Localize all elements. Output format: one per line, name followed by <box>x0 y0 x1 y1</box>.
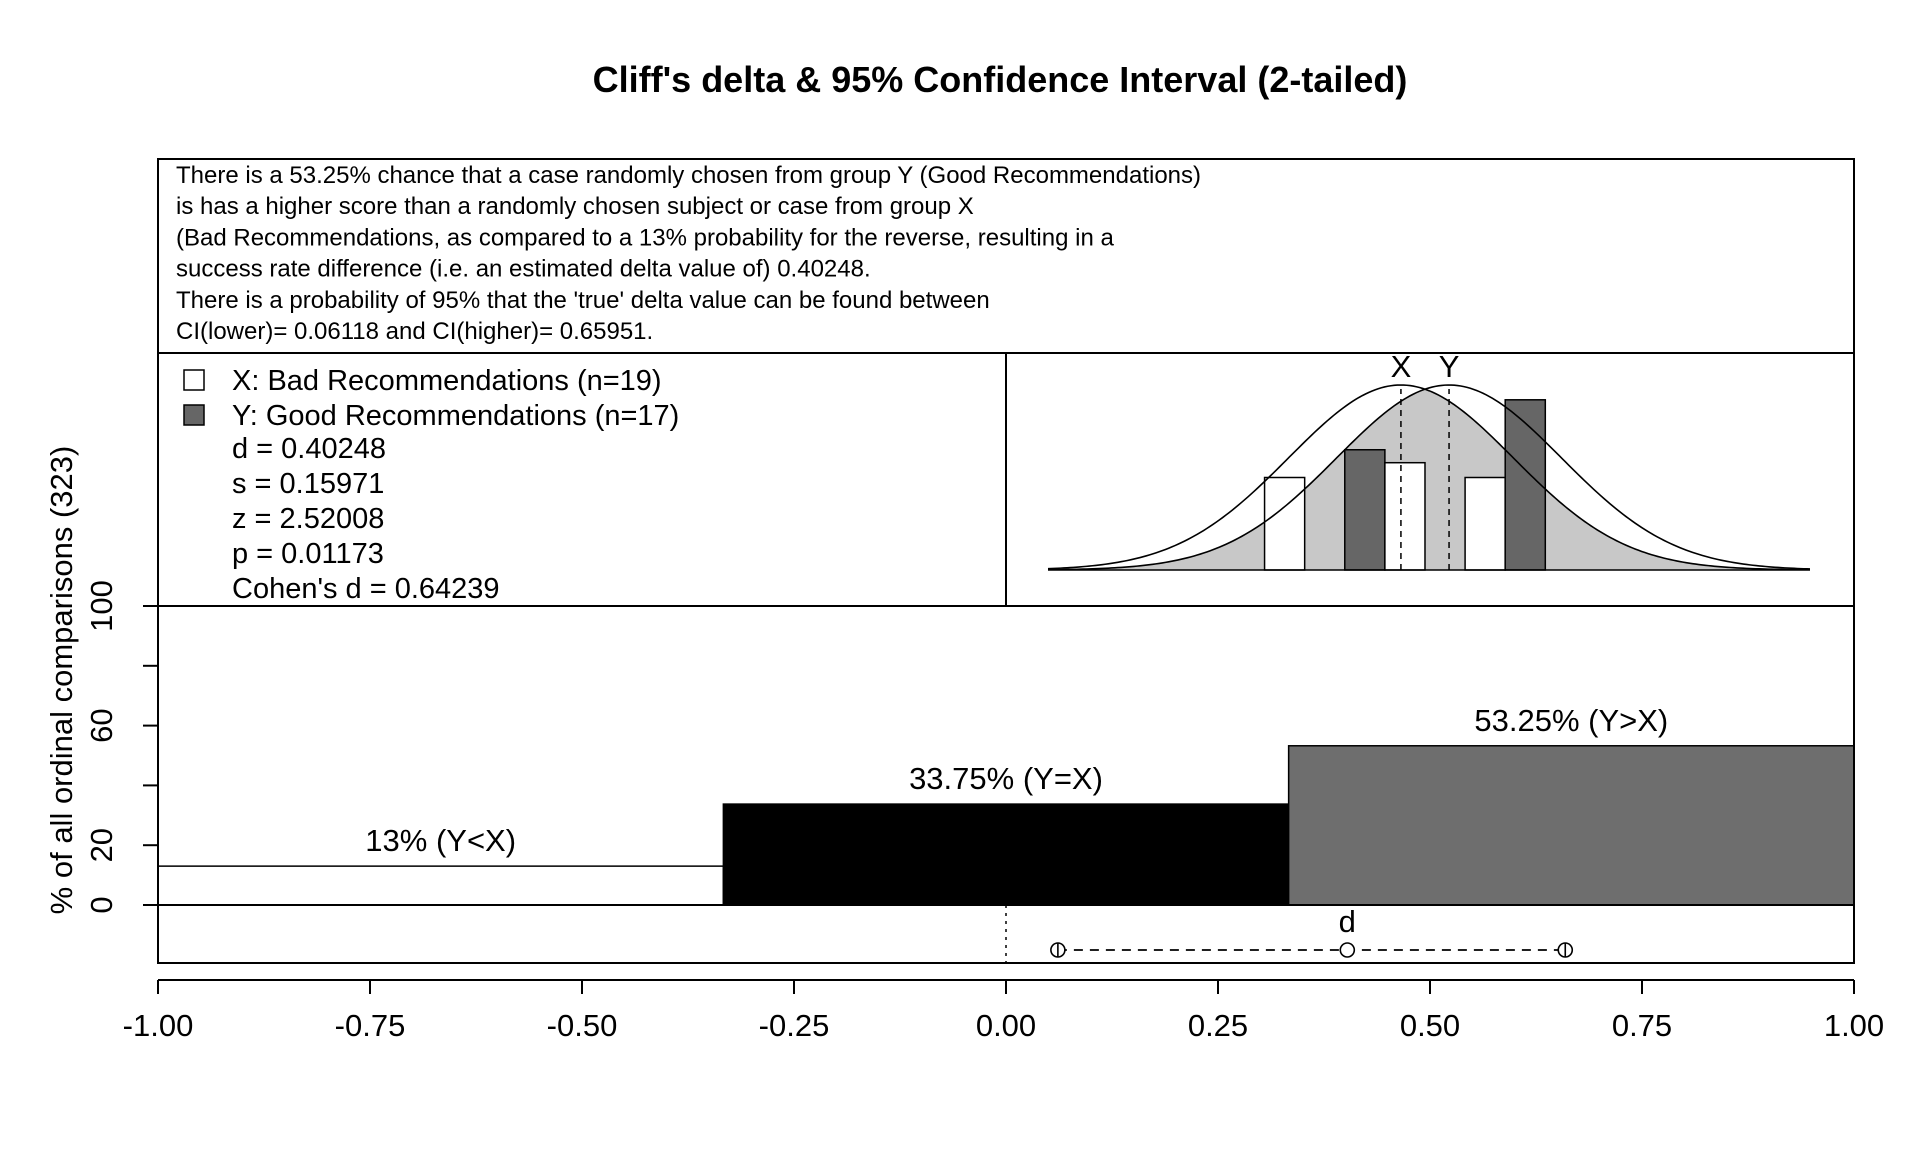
legend-stat: Cohen's d = 0.64239 <box>232 573 500 605</box>
legend: X: Bad Recommendations (n=19)Y: Good Rec… <box>183 365 679 605</box>
chart-title: Cliff's delta & 95% Confidence Interval … <box>593 59 1408 100</box>
info-line: is has a higher score than a randomly ch… <box>176 193 974 220</box>
info-line: There is a probability of 95% that the '… <box>176 287 990 314</box>
x-tick-label: 0.50 <box>1400 1008 1460 1043</box>
x-axis: -1.00 -0.75 -0.50 -0.25 0.00 0.25 0.50 0.75 1.00 <box>123 979 1884 1043</box>
histogram-bar-y <box>1344 449 1386 571</box>
info-line: (Bad Recommendations, as compared to a 1… <box>176 224 1114 251</box>
y-axis: 0 20 60 100 <box>84 580 159 914</box>
y-tick-label: 100 <box>84 580 119 632</box>
y-axis-label: % of all ordinal comparisons (323) <box>44 446 79 915</box>
delta-label: d <box>1339 904 1356 939</box>
info-line: CI(lower)= 0.06118 and CI(higher)= 0.659… <box>176 318 653 345</box>
x-tick-label: 0.00 <box>976 1008 1036 1043</box>
legend-stat: s = 0.15971 <box>232 468 384 500</box>
legend-entry: Y: Good Recommendations (n=17) <box>232 400 679 432</box>
y-mean-label: Y <box>1439 349 1460 384</box>
x-tick-label: -0.50 <box>547 1008 618 1043</box>
bar-label: 13% (Y<X) <box>365 823 516 858</box>
legend-swatch <box>183 404 205 426</box>
histogram-bar-x <box>1464 476 1506 571</box>
overlap-area <box>1048 389 1810 570</box>
info-line: There is a 53.25% chance that a case ran… <box>176 162 1201 189</box>
x-tick-label: 1.00 <box>1824 1008 1884 1043</box>
x-tick-label: 0.25 <box>1188 1008 1248 1043</box>
comparison-bar <box>722 803 1290 906</box>
x-tick-label: -1.00 <box>123 1008 194 1043</box>
histogram-bar-y <box>1504 399 1547 571</box>
info-line: success rate difference (i.e. an estimat… <box>176 256 871 283</box>
comparison-bar <box>157 865 725 906</box>
y-tick-label: 20 <box>84 828 119 862</box>
bar-label: 33.75% (Y=X) <box>909 761 1103 796</box>
info-text: There is a 53.25% chance that a case ran… <box>176 162 1201 345</box>
x-tick-label: -0.25 <box>759 1008 830 1043</box>
x-mean-label: X <box>1391 349 1412 384</box>
x-tick-label: -0.75 <box>335 1008 406 1043</box>
histogram-bar-x <box>1263 476 1306 571</box>
bar-label: 53.25% (Y>X) <box>1474 703 1668 738</box>
y-tick-label: 60 <box>84 708 119 742</box>
legend-swatch <box>183 369 205 391</box>
y-density-curve <box>1047 384 1811 571</box>
legend-stat: d = 0.40248 <box>232 433 386 465</box>
legend-stat: p = 0.01173 <box>232 538 384 570</box>
legend-stat: z = 2.52008 <box>232 503 384 535</box>
x-tick-label: 0.75 <box>1612 1008 1672 1043</box>
y-tick-label: 0 <box>84 896 119 913</box>
delta-point <box>1339 942 1356 958</box>
comparison-bar <box>1287 745 1855 906</box>
main-plot: 13% (Y<X) 33.75% (Y=X) 53.25% (Y>X) d <box>157 703 1855 963</box>
legend-entry: X: Bad Recommendations (n=19) <box>232 365 662 397</box>
x-density-curve <box>1047 384 1811 571</box>
histogram-bar-x <box>1384 461 1426 571</box>
